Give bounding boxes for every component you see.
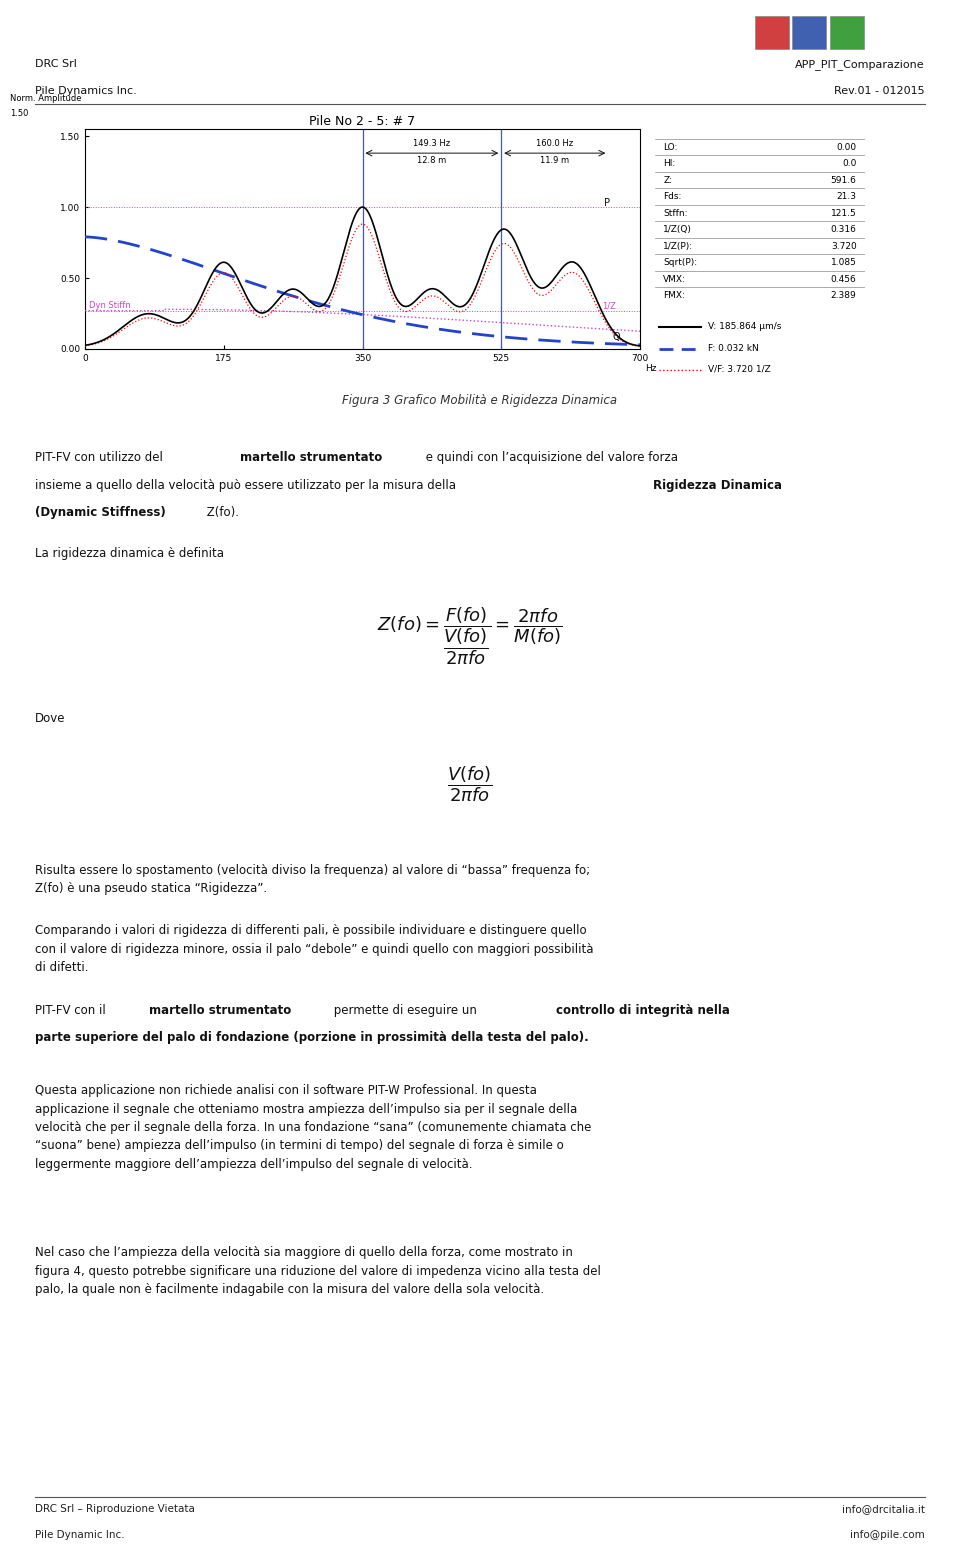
Text: Fds:: Fds: bbox=[663, 193, 682, 202]
Text: insieme a quello della velocità può essere utilizzato per la misura della: insieme a quello della velocità può esse… bbox=[35, 479, 460, 493]
Text: 1.085: 1.085 bbox=[830, 258, 856, 267]
Text: permette di eseguire un: permette di eseguire un bbox=[330, 1004, 481, 1016]
Text: Z(fo).: Z(fo). bbox=[203, 507, 239, 519]
Text: F: 0.032 kN: F: 0.032 kN bbox=[708, 343, 758, 353]
Text: 0.316: 0.316 bbox=[830, 225, 856, 235]
Text: APP_PIT_Comparazione: APP_PIT_Comparazione bbox=[796, 59, 925, 70]
Text: LO:: LO: bbox=[663, 143, 678, 152]
Text: controllo di integrità nella: controllo di integrità nella bbox=[556, 1004, 730, 1016]
Text: DRC Srl: DRC Srl bbox=[35, 59, 77, 68]
Text: 3.720: 3.720 bbox=[830, 242, 856, 250]
Text: 11.9 m: 11.9 m bbox=[540, 155, 569, 165]
Text: 1.50: 1.50 bbox=[10, 109, 29, 118]
Text: e quindi con l’acquisizione del valore forza: e quindi con l’acquisizione del valore f… bbox=[422, 451, 678, 465]
Text: FMX:: FMX: bbox=[663, 291, 685, 300]
Text: $Z( fo) = \dfrac{F( fo)}{\dfrac{V( fo)}{2\pi fo}} = \dfrac{2\pi fo}{M( fo)}$: $Z( fo) = \dfrac{F( fo)}{\dfrac{V( fo)}{… bbox=[377, 606, 563, 667]
Text: Questa applicazione non richiede analisi con il software PIT-W Professional. In : Questa applicazione non richiede analisi… bbox=[35, 1085, 591, 1172]
Text: info@drcitalia.it: info@drcitalia.it bbox=[842, 1504, 925, 1514]
Text: V/F: 3.720 1/Z: V/F: 3.720 1/Z bbox=[708, 365, 770, 375]
Text: 121.5: 121.5 bbox=[830, 208, 856, 218]
Text: 1/Z(P):: 1/Z(P): bbox=[663, 242, 693, 250]
Text: Rev.01 - 012015: Rev.01 - 012015 bbox=[834, 85, 925, 96]
Text: T: T bbox=[769, 28, 776, 37]
Text: Q: Q bbox=[612, 331, 620, 342]
Text: parte superiore del palo di fondazione (porzione in prossimità della testa del p: parte superiore del palo di fondazione (… bbox=[35, 1030, 588, 1044]
Text: V: 185.864 μm/s: V: 185.864 μm/s bbox=[708, 322, 780, 331]
Text: 2.389: 2.389 bbox=[830, 291, 856, 300]
Title: Pile No 2 - 5: # 7: Pile No 2 - 5: # 7 bbox=[309, 115, 416, 127]
Text: Norm. Amplitude: Norm. Amplitude bbox=[10, 93, 82, 103]
Text: Dyn Stiffn: Dyn Stiffn bbox=[89, 301, 131, 309]
Text: Rigidezza Dinamica: Rigidezza Dinamica bbox=[653, 479, 782, 493]
Text: DRC Srl – Riproduzione Vietata: DRC Srl – Riproduzione Vietata bbox=[35, 1504, 195, 1514]
Text: 0.0: 0.0 bbox=[842, 159, 856, 168]
Text: 160.0 Hz: 160.0 Hz bbox=[536, 138, 573, 148]
Text: 21.3: 21.3 bbox=[836, 193, 856, 202]
Text: Pile Dynamics Inc.: Pile Dynamics Inc. bbox=[35, 85, 136, 96]
Text: Nel caso che l’ampiezza della velocità sia maggiore di quello della forza, come : Nel caso che l’ampiezza della velocità s… bbox=[35, 1246, 601, 1296]
Text: Pile Dynamic Inc.: Pile Dynamic Inc. bbox=[35, 1531, 125, 1540]
Text: martello strumentato: martello strumentato bbox=[240, 451, 382, 465]
Text: Sqrt(P):: Sqrt(P): bbox=[663, 258, 698, 267]
Text: 1/Z: 1/Z bbox=[602, 301, 615, 311]
Text: PIT-FV con il: PIT-FV con il bbox=[35, 1004, 109, 1016]
Text: La rigidezza dinamica è definita: La rigidezza dinamica è definita bbox=[35, 547, 224, 559]
Text: PIT-FV con utilizzo del: PIT-FV con utilizzo del bbox=[35, 451, 167, 465]
Text: Hz: Hz bbox=[645, 364, 657, 373]
Text: 149.3 Hz: 149.3 Hz bbox=[413, 138, 450, 148]
Text: P: P bbox=[605, 197, 611, 208]
Text: martello strumentato: martello strumentato bbox=[149, 1004, 291, 1016]
Text: Stffn:: Stffn: bbox=[663, 208, 688, 218]
Text: HI:: HI: bbox=[663, 159, 676, 168]
Text: $\dfrac{V( fo)}{2\pi fo}$: $\dfrac{V( fo)}{2\pi fo}$ bbox=[447, 765, 492, 803]
Text: Figura 3 Grafico Mobilità e Rigidezza Dinamica: Figura 3 Grafico Mobilità e Rigidezza Di… bbox=[343, 395, 617, 407]
Text: 0.00: 0.00 bbox=[836, 143, 856, 152]
Text: Dove: Dove bbox=[35, 712, 65, 726]
Text: 12.8 m: 12.8 m bbox=[417, 155, 446, 165]
Text: Risulta essere lo spostamento (velocità diviso la frequenza) al valore di “bassa: Risulta essere lo spostamento (velocità … bbox=[35, 864, 590, 895]
Text: info@pile.com: info@pile.com bbox=[851, 1531, 925, 1540]
Text: 591.6: 591.6 bbox=[830, 176, 856, 185]
Text: VMX:: VMX: bbox=[663, 275, 686, 284]
Text: 0.456: 0.456 bbox=[830, 275, 856, 284]
Text: Comparando i valori di rigidezza di differenti pali, è possibile individuare e d: Comparando i valori di rigidezza di diff… bbox=[35, 925, 593, 974]
Text: Z:: Z: bbox=[663, 176, 672, 185]
Text: 1/Z(Q): 1/Z(Q) bbox=[663, 225, 692, 235]
Text: (Dynamic Stiffness): (Dynamic Stiffness) bbox=[35, 507, 166, 519]
